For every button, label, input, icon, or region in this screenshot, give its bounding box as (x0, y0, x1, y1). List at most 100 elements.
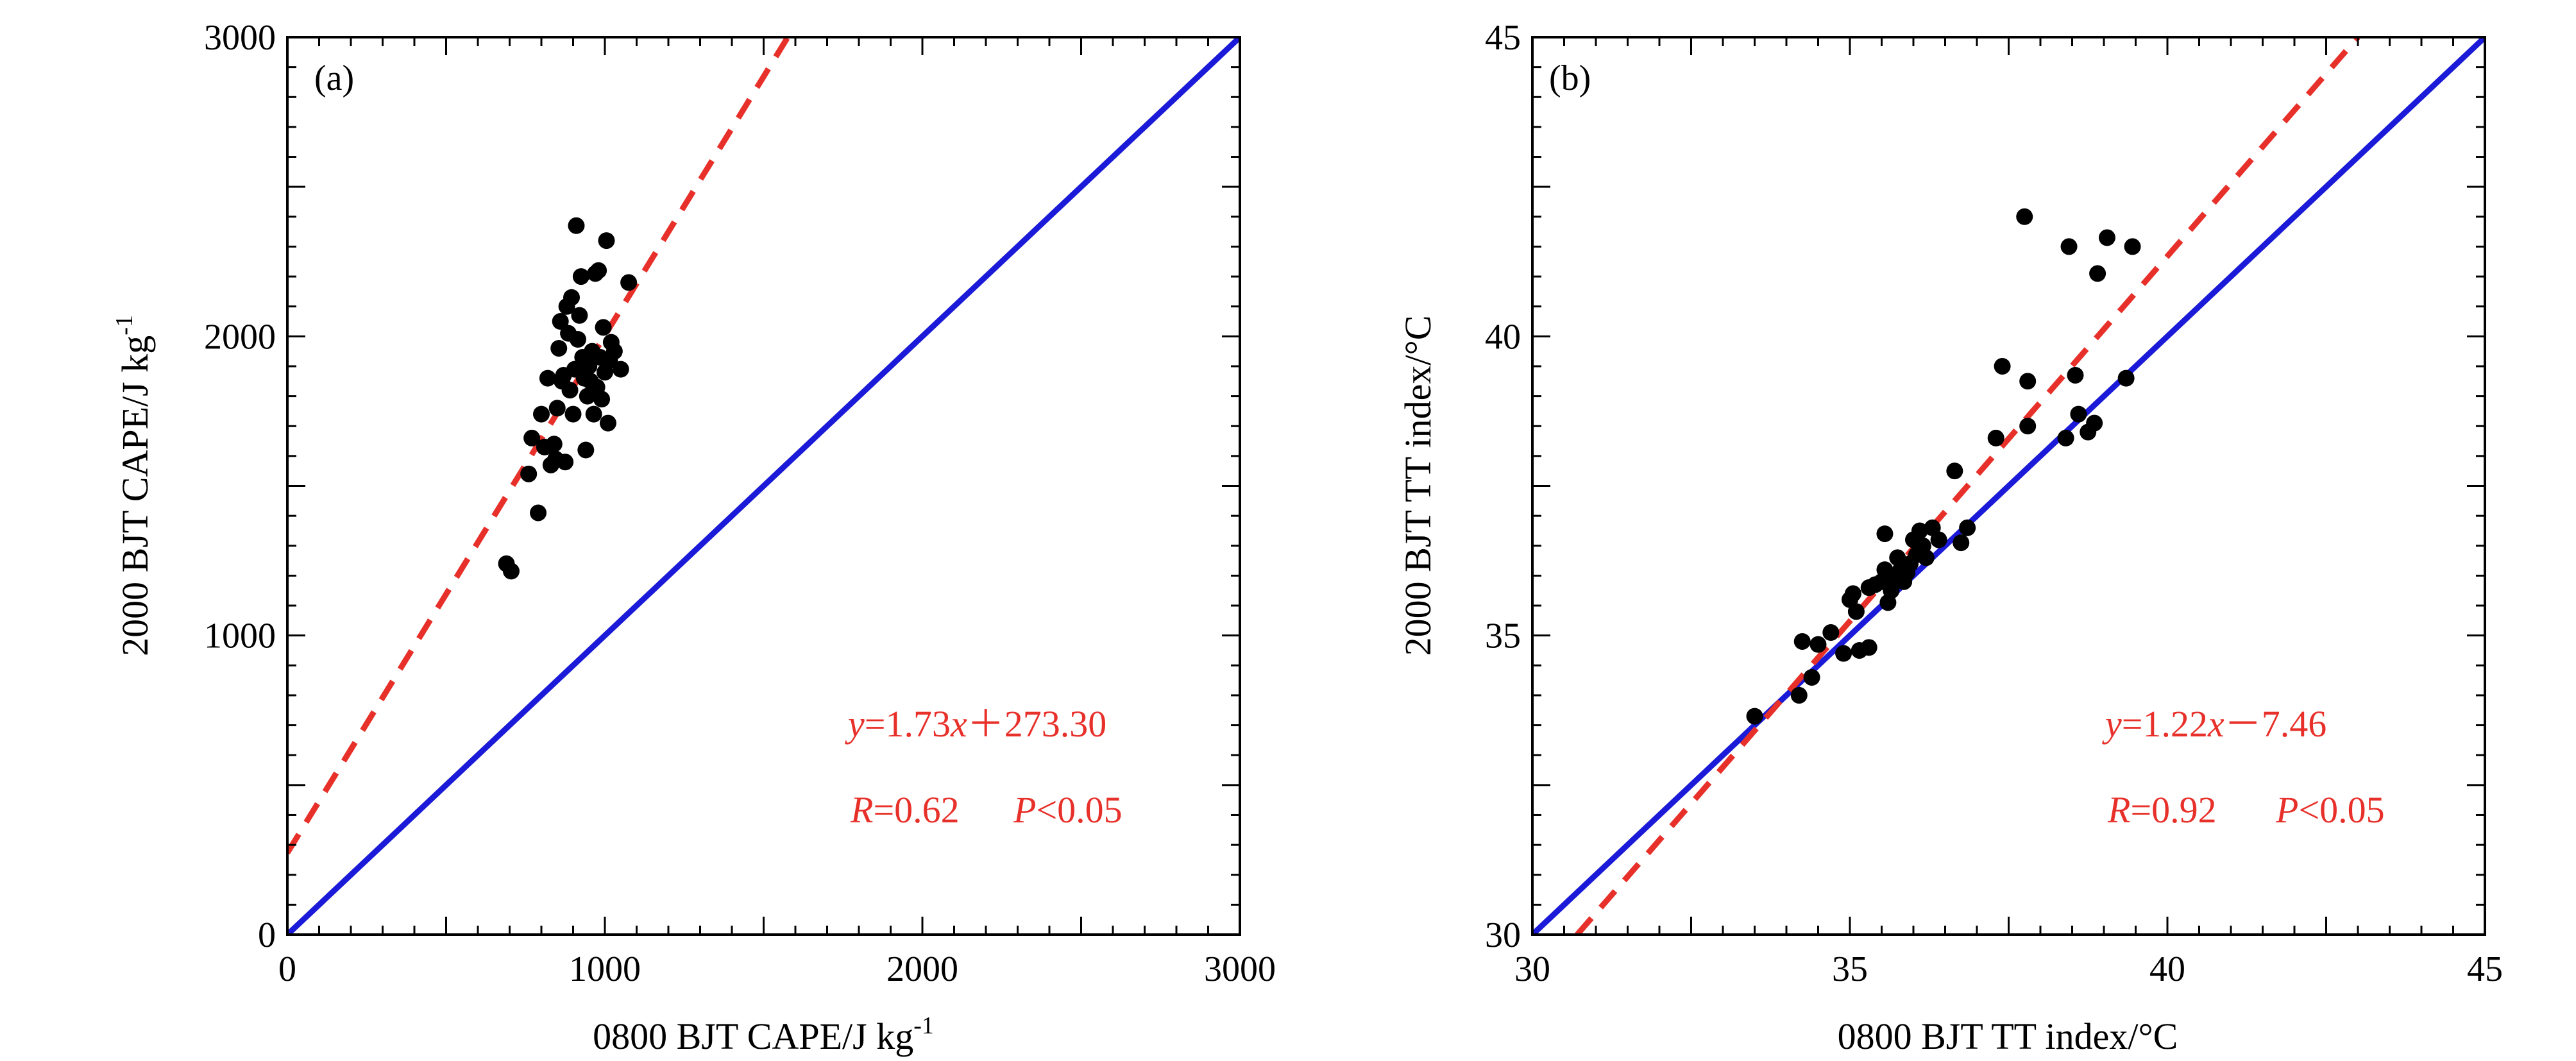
svg-text:R=0.92: R=0.92 (2107, 789, 2217, 831)
y-tick-label: 30 (1485, 915, 1521, 955)
panel-b-label: (b) (1549, 58, 1591, 98)
data-point (557, 454, 574, 471)
x-tick-label: 30 (1514, 949, 1550, 989)
panel-a-frame (286, 36, 1241, 936)
eq-slope: =1.73 (865, 703, 951, 745)
panel-b: (b) 30 35 40 45 30 35 40 45 y=1.22x－7.46 R=0.92… (1397, 18, 2503, 1057)
data-point (593, 391, 611, 408)
panel-a: (a) 0 1000 2000 3000 0 1000 2000 3000 y=1.73x＋2… (111, 18, 1276, 1057)
panel-b-y-axis-label: 2000 BJT TT index/°C (1397, 316, 1439, 656)
data-point (2060, 238, 2078, 255)
data-point (580, 357, 598, 375)
p-value: <0.05 (1036, 789, 1122, 831)
data-point (1822, 624, 1840, 641)
r-symbol: R (850, 789, 873, 831)
data-point (552, 313, 569, 330)
data-point (561, 382, 579, 399)
eq-x-symbol: x (950, 703, 967, 745)
data-point (1946, 463, 1963, 480)
eq-x-symbol: x (2207, 703, 2224, 745)
data-point (2124, 238, 2141, 255)
svg-text:P<0.05: P<0.05 (2275, 789, 2385, 831)
data-point (571, 307, 588, 324)
data-point (1917, 549, 1935, 566)
data-point (533, 405, 550, 423)
eq-intercept: ＋273.30 (967, 703, 1107, 745)
svg-text:P<0.05: P<0.05 (1013, 789, 1123, 831)
data-point (2070, 405, 2087, 423)
data-point (563, 289, 580, 306)
y-tick-label: 35 (1485, 616, 1521, 656)
y-tick-label: 2000 (204, 317, 276, 357)
data-point (620, 274, 638, 291)
data-point (1847, 603, 1865, 620)
panel-b-x-axis-label: 0800 BJT TT index/°C (1838, 1015, 2178, 1057)
y-tick-label: 1000 (204, 616, 276, 656)
data-point (1803, 668, 1820, 686)
x-tick-label: 45 (2467, 949, 2503, 989)
x-tick-label: 40 (2149, 949, 2185, 989)
r-value: =0.92 (2130, 789, 2216, 831)
data-point (2016, 208, 2033, 225)
data-point (1876, 525, 1894, 543)
r-symbol: R (2107, 789, 2130, 831)
data-point (1994, 357, 2011, 375)
data-point (572, 268, 589, 285)
panel-a-x-axis-label: 0800 BJT CAPE/J kg-1 (593, 1012, 934, 1057)
data-point (502, 563, 520, 580)
data-point (2019, 373, 2037, 390)
data-point (2098, 229, 2115, 246)
eq-slope: =1.22 (2122, 703, 2208, 745)
data-point (1790, 686, 1808, 704)
data-point (2019, 418, 2037, 435)
data-point (520, 465, 538, 482)
data-point (1844, 585, 1861, 602)
data-point (545, 436, 563, 453)
data-point (1953, 534, 1970, 552)
data-point (2117, 369, 2135, 387)
y-tick-label: 45 (1485, 18, 1521, 58)
r-value: =0.62 (873, 789, 959, 831)
panel-a-y-axis-label: 2000 BJT CAPE/J kg-1 (111, 315, 156, 656)
data-point (590, 262, 607, 279)
data-point (523, 429, 541, 446)
data-point (599, 414, 616, 432)
p-symbol: P (2275, 789, 2298, 831)
data-point (2086, 414, 2103, 432)
data-point (1746, 708, 1763, 725)
p-symbol: P (1013, 789, 1036, 831)
data-point (539, 369, 556, 387)
data-point (606, 343, 623, 360)
data-point (577, 441, 595, 459)
data-point (569, 330, 586, 348)
panel-b-equation: y=1.22x－7.46 R=0.92 P<0.05 (2102, 703, 2385, 831)
data-point (612, 361, 629, 378)
data-point (1987, 429, 2004, 446)
data-point (2057, 429, 2074, 446)
data-point (568, 217, 585, 234)
one-to-one-line (287, 37, 1240, 935)
svg-text:y=1.73x＋273.30: y=1.73x＋273.30 (845, 703, 1106, 745)
eq-y-symbol: y (2102, 703, 2122, 745)
y-tick-label: 3000 (204, 18, 276, 58)
data-point (1959, 519, 1976, 536)
data-point (1883, 582, 1900, 599)
data-point (550, 339, 568, 357)
y-tick-label: 40 (1485, 317, 1521, 357)
regression-line (1575, 37, 2360, 935)
data-point (1930, 531, 1947, 548)
one-to-one-line (1532, 37, 2485, 935)
eq-y-symbol: y (845, 703, 865, 745)
svg-text:R=0.62: R=0.62 (850, 789, 960, 831)
data-point (585, 405, 602, 423)
panel-b-points (1746, 208, 2141, 725)
panel-b-frame (1531, 36, 2486, 936)
x-tick-label: 1000 (569, 949, 641, 989)
y-tick-label: 0 (258, 915, 276, 955)
data-point (2089, 265, 2106, 282)
data-point (530, 504, 547, 522)
x-tick-label: 0 (278, 949, 296, 989)
data-point (1911, 522, 1928, 539)
x-tick-label: 2000 (886, 949, 958, 989)
